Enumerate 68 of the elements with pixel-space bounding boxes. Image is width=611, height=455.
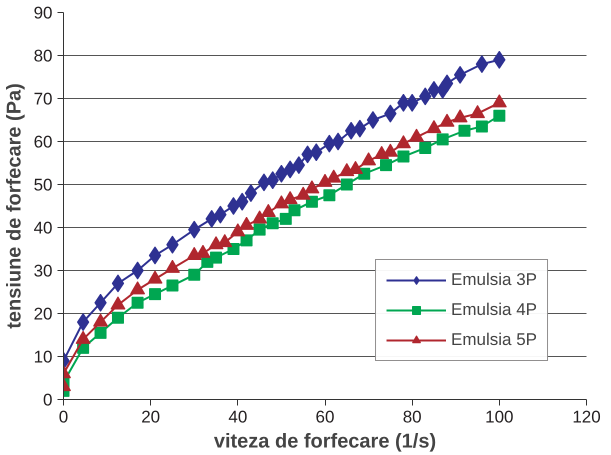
point [397,94,410,112]
point [323,189,336,202]
point [112,312,124,324]
x-tick-label: 120 [572,408,601,426]
point [340,178,353,190]
point [344,122,358,140]
point [476,55,488,74]
y-tick-label: 0 [43,390,53,410]
point [214,206,227,224]
x-tick-label: 80 [402,408,422,426]
x-tick-label: 20 [141,408,160,426]
point [397,150,410,163]
x-tick-label: 60 [316,408,334,426]
point [354,120,366,138]
y-tick-label: 60 [34,132,53,152]
point [380,159,392,172]
y-tick-label: 40 [34,218,53,238]
point [266,217,279,230]
legend-label: Emulsia 3P [451,270,537,290]
x-tick-label: 40 [228,408,248,426]
point [94,294,107,312]
point [301,145,314,164]
point [280,212,292,225]
y-tick-label: 70 [34,90,53,108]
point [284,160,296,178]
point [288,204,300,216]
point [132,296,144,309]
point [366,111,380,129]
y-tick-label: 10 [34,348,53,366]
point [166,280,178,292]
point [436,133,449,146]
point [419,142,432,154]
point [332,132,344,150]
point [76,313,90,332]
point [131,262,144,280]
point [112,274,124,292]
point [275,164,288,183]
point [188,268,200,281]
point [94,326,107,339]
point [476,120,488,132]
legend-label: Emulsia 5P [451,330,537,350]
point [244,184,258,202]
point [323,134,336,153]
point [493,110,506,122]
x-tick-label: 100 [485,408,514,426]
point [428,80,440,99]
point [292,156,306,174]
point [258,173,270,192]
point [440,74,454,92]
point [148,246,162,264]
point [240,234,253,246]
y-tick-label: 30 [34,262,53,280]
point [384,104,397,123]
x-tick-label: 0 [58,408,68,426]
point [149,288,162,300]
y-axis-title: tensiune de forfecare (Pa) [4,83,26,329]
y-tick-label: 80 [34,46,53,66]
x-axis-title: viteza de forfecare (1/s) [214,430,436,452]
point [254,224,266,236]
point [458,124,470,137]
point [166,236,179,254]
point [454,66,466,84]
point [210,252,222,264]
y-tick-label: 20 [34,304,53,324]
point [227,197,240,215]
y-tick-label: 50 [34,176,53,194]
legend-label: Emulsia 4P [451,300,537,320]
y-tick-label: 90 [34,4,53,22]
